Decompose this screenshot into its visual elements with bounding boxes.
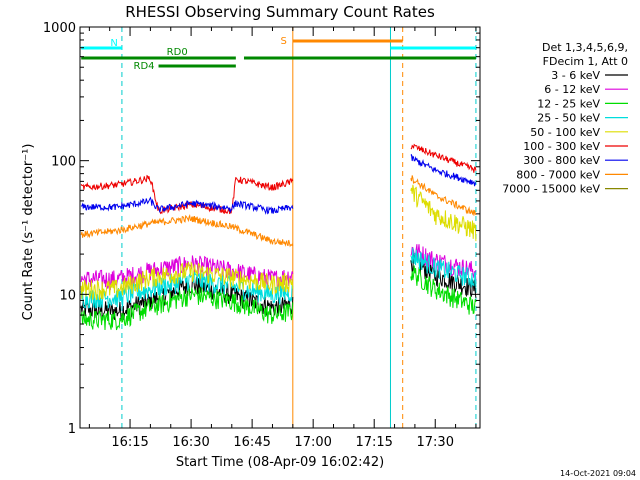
legend: Det 1,3,4,5,6,9, FDecim 1, Att 0 3 - 6 k… [502,41,628,196]
legend-entry-1: 3 - 6 keV [551,69,600,82]
series-line-4-after [410,247,477,288]
legend-header-2: FDecim 1, Att 0 [543,55,628,68]
legend-entry-2: 6 - 12 keV [544,83,600,96]
series-line-6-after [410,143,477,173]
legend-entry-8: 800 - 7000 keV [516,168,600,181]
series-line-3-after [410,265,477,315]
y-axis-label: Count Rate (s⁻¹ detector⁻¹) [21,144,36,321]
legend-entry-5: 50 - 100 keV [530,126,600,139]
series-line-8 [80,214,294,248]
x-axis-label: Start Time (08-Apr-09 16:02:42) [176,455,384,470]
series-line-3 [80,286,294,331]
series-line-6 [80,174,294,215]
legend-entry-6: 100 - 300 keV [523,140,600,153]
flag-label-n: N [110,38,117,49]
x-tick-label-4: 17:00 [294,435,331,450]
x-tick-label-6: 17:30 [417,435,454,450]
series-line-8-after [410,175,477,216]
flag-bars: N S RD0 RD4 [81,36,476,72]
legend-entry-3: 12 - 25 keV [537,97,600,110]
series-line-5-after [410,184,477,242]
series-lines [80,143,477,331]
series-line-7-after [410,153,476,187]
flag-label-rd4: RD4 [134,61,155,72]
legend-entry-9: 7000 - 15000 keV [502,183,600,196]
y-tick-label-1: 1 [68,422,76,437]
series-line-7 [80,196,294,215]
legend-entry-4: 25 - 50 keV [537,112,600,125]
y-tick-label-3: 100 [51,155,76,170]
x-tick-label-3: 16:45 [233,435,270,450]
legend-header-1: Det 1,3,4,5,6,9, [542,41,628,54]
y-tick-label-2: 10 [59,288,76,303]
y-tick-label-4: 1000 [43,21,76,36]
x-tick-label-1: 16:15 [111,435,148,450]
axes: 1 10 100 1000 16:15 16:30 16:45 17:00 17:15 17:30 [43,21,481,450]
plot-frame [79,26,481,429]
vertical-markers [121,27,477,428]
flag-label-s: S [280,36,286,47]
x-tick-label-2: 16:30 [172,435,209,450]
timestamp: 14-Oct-2021 09:04 [560,469,636,478]
chart-title: RHESSI Observing Summary Count Rates [125,3,435,21]
legend-entry-7: 300 - 800 keV [523,154,600,167]
x-tick-label-5: 17:15 [355,435,392,450]
series-line-5 [80,261,294,301]
flag-label-rd0: RD0 [167,47,188,58]
